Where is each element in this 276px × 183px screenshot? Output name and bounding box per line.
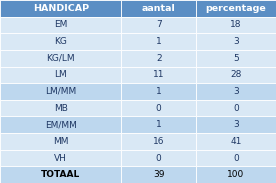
Text: 0: 0 [156,104,161,113]
FancyBboxPatch shape [121,17,196,33]
FancyBboxPatch shape [196,50,276,67]
FancyBboxPatch shape [121,83,196,100]
FancyBboxPatch shape [121,50,196,67]
Text: EM/MM: EM/MM [45,120,77,129]
Text: 18: 18 [230,20,242,29]
Text: EM: EM [54,20,67,29]
FancyBboxPatch shape [121,166,196,183]
FancyBboxPatch shape [0,0,121,17]
Text: 1: 1 [156,37,161,46]
Text: 5: 5 [233,54,239,63]
FancyBboxPatch shape [196,17,276,33]
Text: 16: 16 [153,137,164,146]
Text: 39: 39 [153,170,164,179]
Text: 3: 3 [233,120,239,129]
Text: LM: LM [54,70,67,79]
Text: 1: 1 [156,87,161,96]
Text: HANDICAP: HANDICAP [33,4,89,13]
FancyBboxPatch shape [196,0,276,17]
Text: 2: 2 [156,54,161,63]
Text: percentage: percentage [206,4,266,13]
FancyBboxPatch shape [0,166,121,183]
FancyBboxPatch shape [121,0,196,17]
FancyBboxPatch shape [0,100,121,116]
Text: KG: KG [54,37,67,46]
FancyBboxPatch shape [121,100,196,116]
Text: 11: 11 [153,70,164,79]
Text: 41: 41 [230,137,242,146]
Text: 100: 100 [227,170,245,179]
FancyBboxPatch shape [0,133,121,150]
FancyBboxPatch shape [0,67,121,83]
FancyBboxPatch shape [121,150,196,166]
FancyBboxPatch shape [196,116,276,133]
FancyBboxPatch shape [121,133,196,150]
FancyBboxPatch shape [121,67,196,83]
FancyBboxPatch shape [196,100,276,116]
Text: 0: 0 [156,154,161,163]
FancyBboxPatch shape [0,50,121,67]
Text: VH: VH [54,154,67,163]
Text: 28: 28 [230,70,242,79]
Text: 3: 3 [233,37,239,46]
FancyBboxPatch shape [196,33,276,50]
Text: 7: 7 [156,20,161,29]
Text: 3: 3 [233,87,239,96]
FancyBboxPatch shape [0,17,121,33]
FancyBboxPatch shape [196,133,276,150]
FancyBboxPatch shape [0,83,121,100]
FancyBboxPatch shape [121,33,196,50]
Text: 0: 0 [233,154,239,163]
Text: TOTAAL: TOTAAL [41,170,80,179]
Text: MB: MB [54,104,68,113]
Text: KG/LM: KG/LM [46,54,75,63]
FancyBboxPatch shape [196,67,276,83]
FancyBboxPatch shape [196,166,276,183]
Text: LM/MM: LM/MM [45,87,76,96]
Text: aantal: aantal [142,4,176,13]
FancyBboxPatch shape [0,116,121,133]
FancyBboxPatch shape [196,150,276,166]
FancyBboxPatch shape [121,116,196,133]
FancyBboxPatch shape [0,150,121,166]
FancyBboxPatch shape [196,83,276,100]
Text: MM: MM [53,137,68,146]
Text: 1: 1 [156,120,161,129]
FancyBboxPatch shape [0,33,121,50]
Text: 0: 0 [233,104,239,113]
